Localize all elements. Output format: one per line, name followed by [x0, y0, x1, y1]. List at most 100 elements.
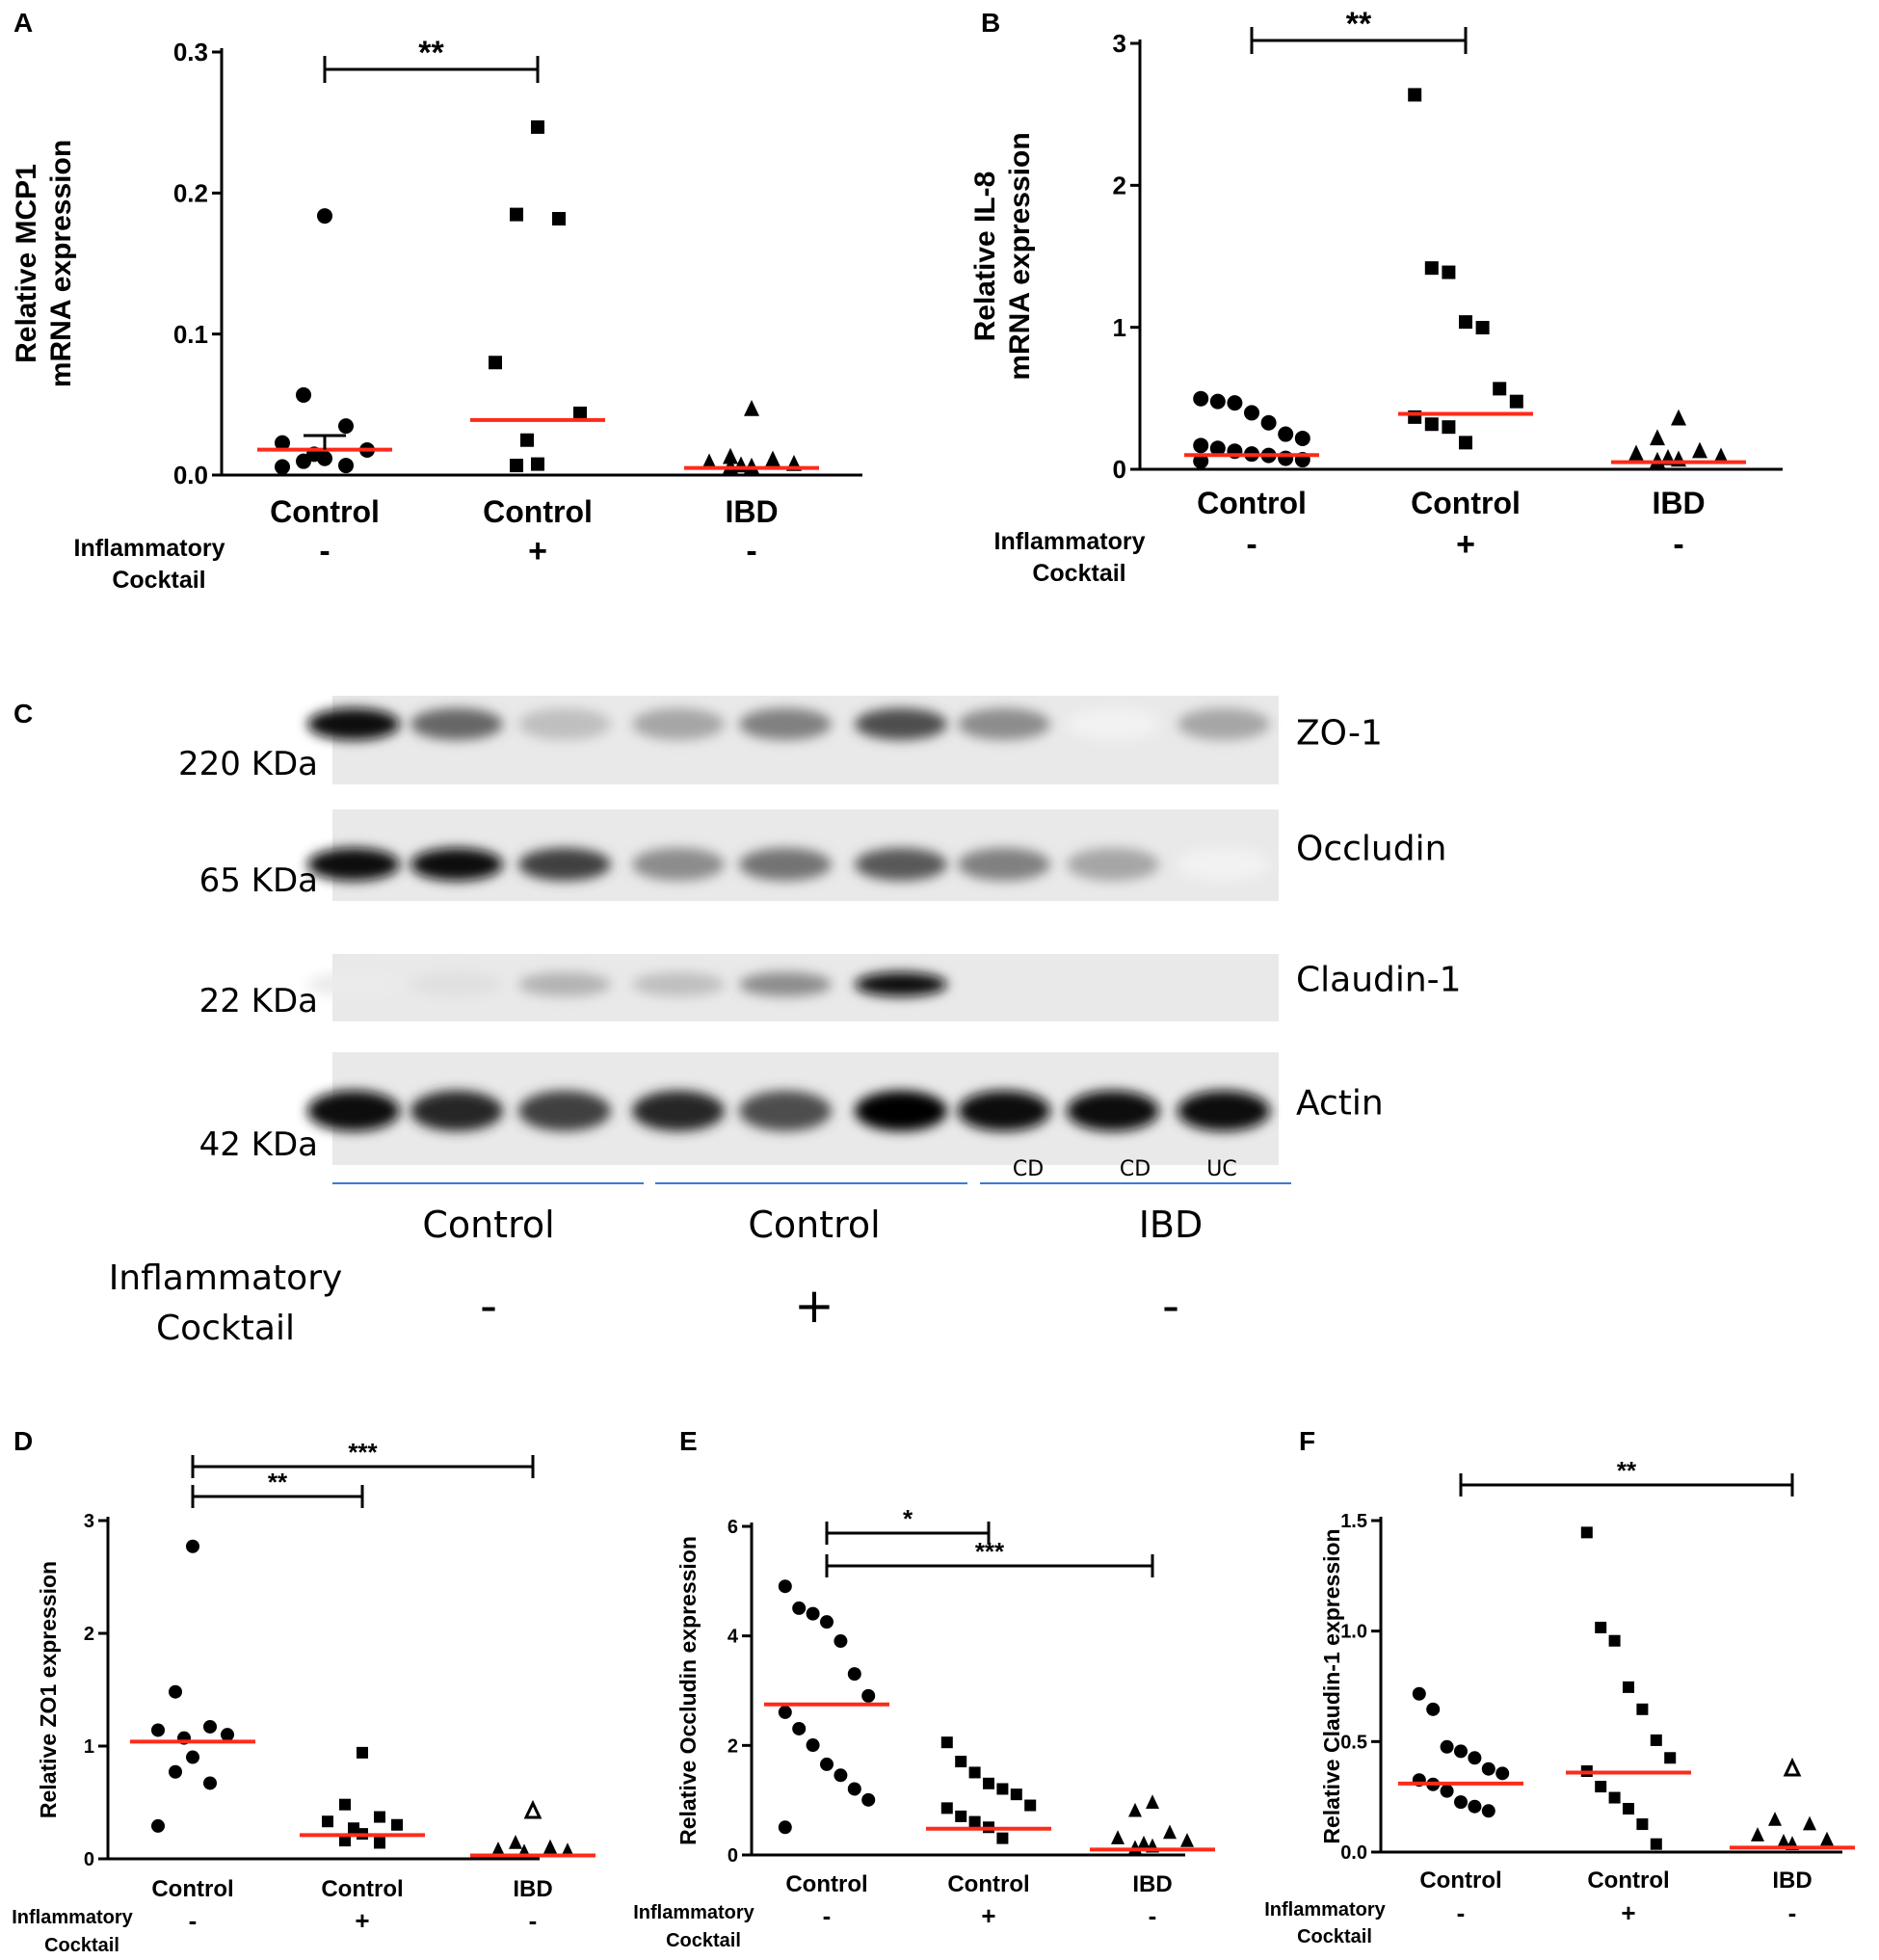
blot-band — [1178, 707, 1270, 740]
data-point-circle — [186, 1750, 199, 1764]
blot-band — [632, 971, 725, 997]
blot-band — [855, 971, 947, 997]
panel-letter-b: B — [981, 8, 1000, 38]
data-point-square — [1664, 1752, 1677, 1764]
data-point-circle — [1412, 1686, 1426, 1701]
y-tick-label: 1.5 — [1340, 1511, 1367, 1532]
data-point-circle — [834, 1768, 848, 1783]
blot-band — [410, 1090, 503, 1131]
data-point-circle — [847, 1782, 861, 1796]
y-tick-label: 6 — [728, 1517, 738, 1538]
y-axis-label: Relative ZO1 expression — [36, 1561, 61, 1818]
data-point-circle — [1481, 1804, 1495, 1818]
data-point-circle — [275, 435, 290, 451]
y-tick-label: 0.5 — [1340, 1732, 1367, 1753]
data-point-circle — [338, 418, 354, 435]
data-point-circle — [1294, 430, 1310, 446]
y-axis-label: Relative MCP1 — [11, 164, 42, 363]
data-point-circle — [1481, 1761, 1495, 1776]
treatment-sign: - — [823, 1901, 832, 1930]
data-point-square — [1442, 265, 1456, 279]
data-point-circle — [203, 1719, 217, 1734]
panel-letter-c: C — [13, 699, 33, 728]
data-point-triangle — [1777, 1834, 1790, 1848]
treatment-sign: - — [1457, 1898, 1466, 1927]
lane-label: CD — [1120, 1157, 1151, 1181]
significance-stars: *** — [975, 1537, 1005, 1566]
panel-letter-e: E — [679, 1426, 698, 1456]
data-point-square — [1608, 1634, 1621, 1647]
data-point-circle — [806, 1738, 820, 1753]
data-point-triangle — [1692, 441, 1707, 459]
y-tick-label: 0.0 — [173, 461, 208, 490]
data-point-circle — [861, 1688, 876, 1703]
data-point-circle — [778, 1820, 792, 1835]
blot-group-label: Control — [422, 1204, 554, 1246]
category-label: Control — [947, 1871, 1029, 1897]
blot-group-label: IBD — [1139, 1204, 1204, 1246]
y-tick-label: 1.0 — [1340, 1622, 1367, 1643]
data-point-square — [552, 211, 566, 225]
data-point-square — [1509, 394, 1523, 409]
significance-stars: ** — [1617, 1456, 1637, 1485]
data-point-circle — [1440, 1739, 1454, 1754]
data-point-circle — [847, 1667, 861, 1682]
y-tick-label: 2 — [728, 1735, 738, 1757]
data-point-square — [510, 459, 523, 473]
data-point-square — [940, 1736, 953, 1749]
data-point-triangle — [723, 447, 738, 464]
y-tick-label: 0.3 — [173, 38, 208, 66]
blot-band — [1178, 1090, 1270, 1131]
data-point-square — [1623, 1803, 1634, 1815]
treatment-sign: - — [1246, 526, 1257, 563]
data-point-circle — [1426, 1702, 1441, 1716]
blot-treatment-sign: + — [794, 1278, 834, 1334]
data-point-circle — [1193, 453, 1209, 469]
data-point-triangle — [1146, 1794, 1159, 1809]
treatment-sign: + — [355, 1906, 369, 1935]
data-point-square — [1424, 417, 1439, 432]
data-point-triangle — [1163, 1824, 1177, 1840]
data-point-circle — [820, 1615, 834, 1629]
data-point-circle — [1278, 450, 1294, 466]
blot-band — [739, 971, 832, 997]
data-point-circle — [792, 1601, 807, 1615]
data-point-circle — [203, 1776, 217, 1790]
blot-treatment-label: Cocktail — [156, 1309, 295, 1348]
data-point-circle — [778, 1705, 792, 1719]
blot-band — [958, 1090, 1050, 1131]
scatter-panel-d: 0 1 2 3 Relative ZO1 expression Control - Contr… — [12, 1438, 595, 1956]
data-point-square — [374, 1811, 385, 1823]
blot-band — [632, 1090, 725, 1131]
category-label: IBD — [1772, 1867, 1812, 1894]
data-point-circle — [861, 1792, 876, 1807]
category-label: Control — [1411, 486, 1521, 520]
data-point-circle — [1260, 414, 1277, 431]
blot-band — [855, 1090, 947, 1131]
blot-band — [1067, 847, 1159, 882]
blot-treatment-sign: - — [480, 1278, 497, 1334]
data-point-triangle — [744, 399, 759, 416]
data-point-square — [489, 356, 502, 370]
y-tick-label: 0.2 — [173, 178, 208, 207]
blot-band — [518, 707, 611, 740]
data-point-square — [1493, 382, 1507, 396]
panel-letter-d: D — [13, 1426, 33, 1456]
blot-band — [1067, 1090, 1159, 1131]
data-point-square — [357, 1746, 368, 1759]
data-point-square — [1442, 420, 1456, 435]
data-point-triangle — [1671, 409, 1686, 426]
category-label: Control — [1197, 486, 1307, 520]
blot-band — [632, 707, 725, 740]
data-point-triangle — [543, 1839, 557, 1854]
category-label: Control — [151, 1876, 233, 1902]
data-point-circle — [317, 208, 332, 225]
y-axis-label: Relative Occludin expression — [675, 1536, 701, 1845]
blot-band — [1178, 847, 1270, 882]
y-tick-label: 0.1 — [173, 320, 208, 349]
significance-stars: *** — [348, 1438, 378, 1467]
data-point-square — [573, 406, 587, 420]
